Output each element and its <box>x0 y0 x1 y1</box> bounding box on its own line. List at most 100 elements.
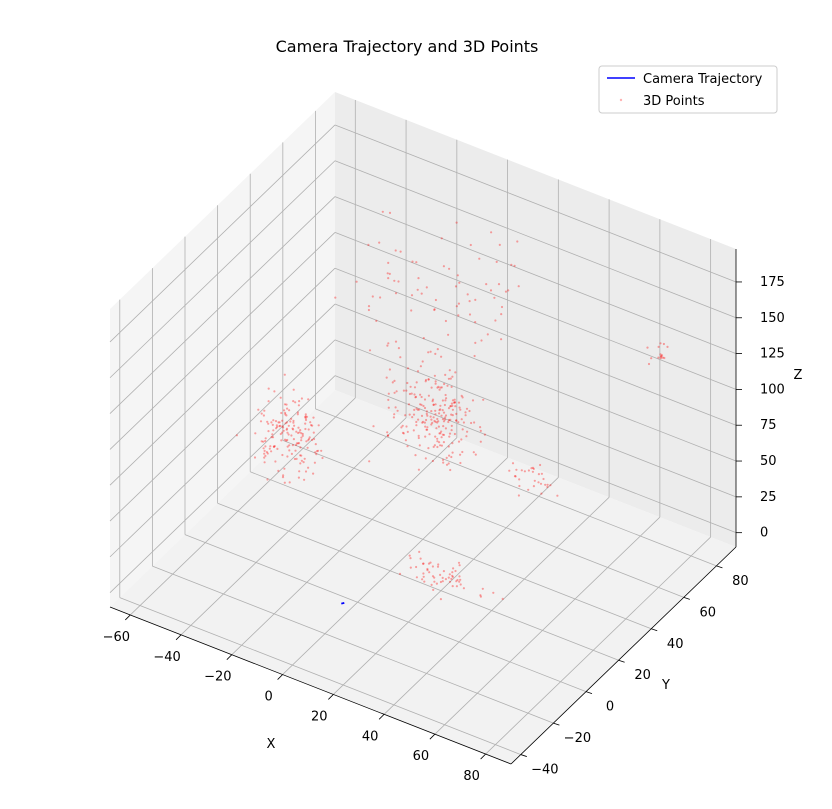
point-3d <box>401 431 405 434</box>
point-3d <box>253 456 257 459</box>
grid-line-y-floor <box>217 502 619 661</box>
point-3d <box>293 424 296 427</box>
point-3d <box>274 420 278 423</box>
point-3d <box>448 369 451 372</box>
point-3d <box>464 414 467 417</box>
point-3d <box>413 393 416 396</box>
point-3d <box>304 415 307 418</box>
point-3d <box>471 399 475 402</box>
point-3d <box>440 444 443 447</box>
point-3d <box>657 356 660 359</box>
y-tick-label: −20 <box>564 731 591 746</box>
point-3d <box>406 381 409 385</box>
point-3d <box>334 296 337 299</box>
point-3d <box>286 455 289 458</box>
x-tick-label: 0 <box>264 690 272 705</box>
point-3d <box>451 442 454 445</box>
point-3d <box>367 308 370 312</box>
point-3d <box>460 438 463 441</box>
grid-line-z-side <box>109 303 336 522</box>
point-3d <box>448 267 451 270</box>
point-3d <box>440 355 443 358</box>
point-3d <box>501 597 504 601</box>
point-3d <box>450 429 453 432</box>
point-3d <box>399 250 402 253</box>
point-3d <box>283 409 286 412</box>
point-3d <box>277 469 280 472</box>
point-3d <box>404 439 407 442</box>
point-3d <box>518 484 521 488</box>
point-3d <box>235 434 238 437</box>
point-3d <box>304 422 307 425</box>
point-3d <box>451 571 454 574</box>
point-3d <box>417 277 420 280</box>
grid-line-y-floor <box>282 439 684 598</box>
point-3d <box>270 450 273 453</box>
point-3d <box>439 580 442 584</box>
point-3d <box>282 429 285 432</box>
point-3d <box>311 438 314 442</box>
point-3d <box>436 440 439 443</box>
point-3d <box>441 580 444 583</box>
point-3d <box>435 427 438 430</box>
x-tick-label: 60 <box>413 749 430 764</box>
point-3d <box>415 424 418 427</box>
point-3d <box>458 580 461 583</box>
point-3d <box>296 413 299 416</box>
point-3d <box>437 425 440 428</box>
point-3d <box>442 420 446 423</box>
point-3d <box>419 365 422 368</box>
point-3d <box>275 427 278 430</box>
point-3d <box>436 421 439 424</box>
point-3d <box>439 432 442 435</box>
point-3d <box>433 374 436 377</box>
point-3d <box>264 439 267 443</box>
point-3d <box>424 380 427 383</box>
point-3d <box>434 403 437 406</box>
point-3d <box>442 425 445 428</box>
point-3d <box>431 398 435 401</box>
point-3d <box>410 392 413 395</box>
point-3d <box>451 375 454 378</box>
point-3d <box>447 576 450 579</box>
point-3d <box>294 401 297 404</box>
x-tick-label: 80 <box>463 769 480 784</box>
point-3d <box>386 344 389 347</box>
point-3d <box>304 418 308 422</box>
point-3d <box>393 279 396 282</box>
grid-line-x-floor <box>130 397 356 616</box>
point-3d <box>450 385 453 388</box>
point-3d <box>263 409 266 412</box>
point-3d <box>415 407 418 410</box>
point-3d <box>426 428 429 431</box>
point-3d <box>401 424 404 427</box>
point-3d <box>292 400 295 403</box>
y-tick-mark <box>618 659 625 663</box>
point-3d <box>436 417 439 421</box>
point-3d <box>300 432 303 435</box>
grid-lines <box>109 99 737 755</box>
point-3d <box>386 434 389 437</box>
point-3d <box>432 403 435 406</box>
point-3d <box>416 370 420 373</box>
point-3d <box>666 345 669 348</box>
point-3d <box>441 576 444 580</box>
point-3d <box>297 442 301 445</box>
point-3d <box>495 260 498 263</box>
point-3d <box>266 420 269 423</box>
point-3d <box>297 476 300 479</box>
point-3d <box>444 399 447 402</box>
point-3d <box>280 439 283 442</box>
point-3d <box>267 430 270 433</box>
chart-title: Camera Trajectory and 3D Points <box>276 37 539 56</box>
point-3d <box>430 418 433 421</box>
point-3d <box>308 436 311 439</box>
point-3d <box>546 485 549 489</box>
point-3d <box>431 575 435 578</box>
point-3d <box>355 280 358 283</box>
point-3d <box>315 450 319 453</box>
point-3d <box>444 319 447 323</box>
point-3d <box>394 340 398 343</box>
x-tick-label: −40 <box>153 650 180 665</box>
point-3d <box>285 414 288 417</box>
